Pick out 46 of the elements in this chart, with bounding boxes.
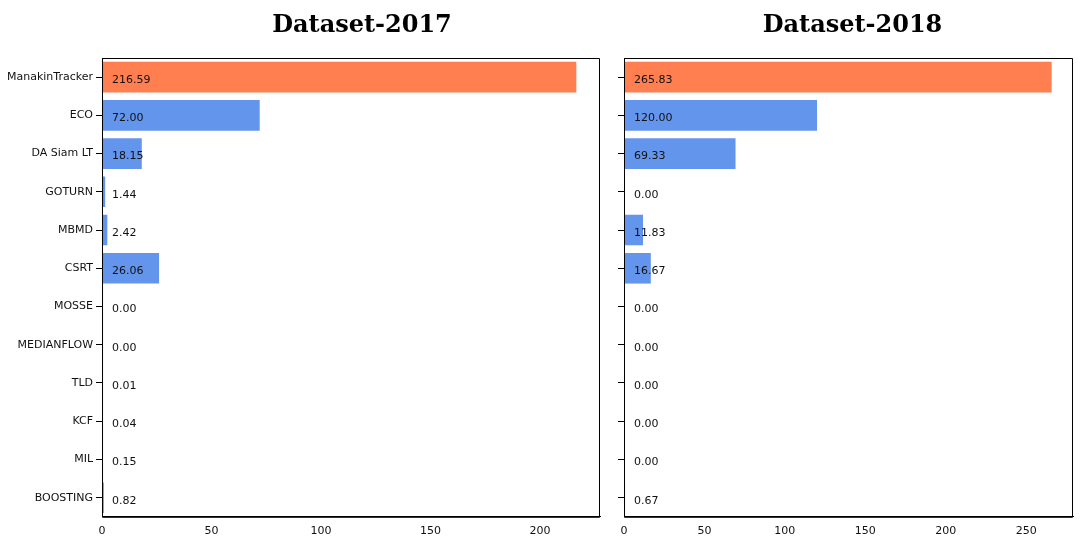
data-label: 120.00 [634, 111, 673, 125]
y-tick-label: TLD [70, 375, 94, 389]
x-tick-label: 150 [854, 524, 876, 538]
y-tick-label: ECO [69, 108, 94, 122]
y-tick-label: DA Siam LT [31, 146, 94, 160]
data-label: 0.82 [112, 493, 137, 507]
data-label: 0.00 [634, 302, 659, 316]
y-tick-label: MEDIANFLOW [17, 337, 94, 351]
x-tick-label: 100 [774, 524, 796, 538]
x-tick-label: 50 [204, 524, 219, 538]
data-label: 0.00 [112, 302, 137, 316]
data-label: 0.00 [634, 187, 659, 201]
data-label: 0.15 [112, 455, 137, 469]
x-tick-label: 150 [420, 524, 441, 538]
x-tick-label: 50 [697, 524, 712, 538]
y-tick-label: MBMD [58, 222, 94, 236]
data-label: 26.06 [112, 264, 144, 278]
data-label: 216.59 [112, 72, 151, 86]
data-label: 69.33 [634, 149, 666, 163]
x-tick-label: 200 [935, 524, 957, 538]
data-label: 0.00 [634, 455, 659, 469]
data-label: 0.00 [634, 417, 659, 431]
y-tick-label: BOOSTING [34, 490, 94, 504]
data-label: 2.42 [112, 225, 137, 239]
x-tick-label: 0 [620, 524, 628, 538]
x-tick-label: 0 [98, 524, 106, 538]
x-tick-label: 250 [1015, 524, 1037, 538]
data-label: 0.00 [634, 378, 659, 392]
data-label: 0.00 [634, 340, 659, 354]
x-tick-label: 200 [529, 524, 551, 538]
data-label: 0.01 [112, 378, 137, 392]
x-tick-label: 100 [310, 524, 332, 538]
y-tick-label: GOTURN [45, 184, 94, 198]
y-tick-label: CSRT [64, 261, 94, 275]
y-tick-label: MOSSE [53, 299, 94, 313]
data-label: 0.67 [634, 493, 659, 507]
y-tick-label: MIL [74, 452, 94, 466]
data-label: 265.83 [634, 72, 673, 86]
y-tick-label: ManakinTracker [6, 69, 94, 83]
data-label: 0.00 [112, 340, 137, 354]
data-label: 0.04 [112, 417, 137, 431]
chart-title: Dataset-2018 [761, 8, 944, 40]
y-tick-label: KCF [72, 414, 94, 428]
chart-title: Dataset-2017 [271, 8, 453, 40]
data-label: 72.00 [112, 111, 144, 125]
data-label: 1.44 [112, 187, 137, 201]
